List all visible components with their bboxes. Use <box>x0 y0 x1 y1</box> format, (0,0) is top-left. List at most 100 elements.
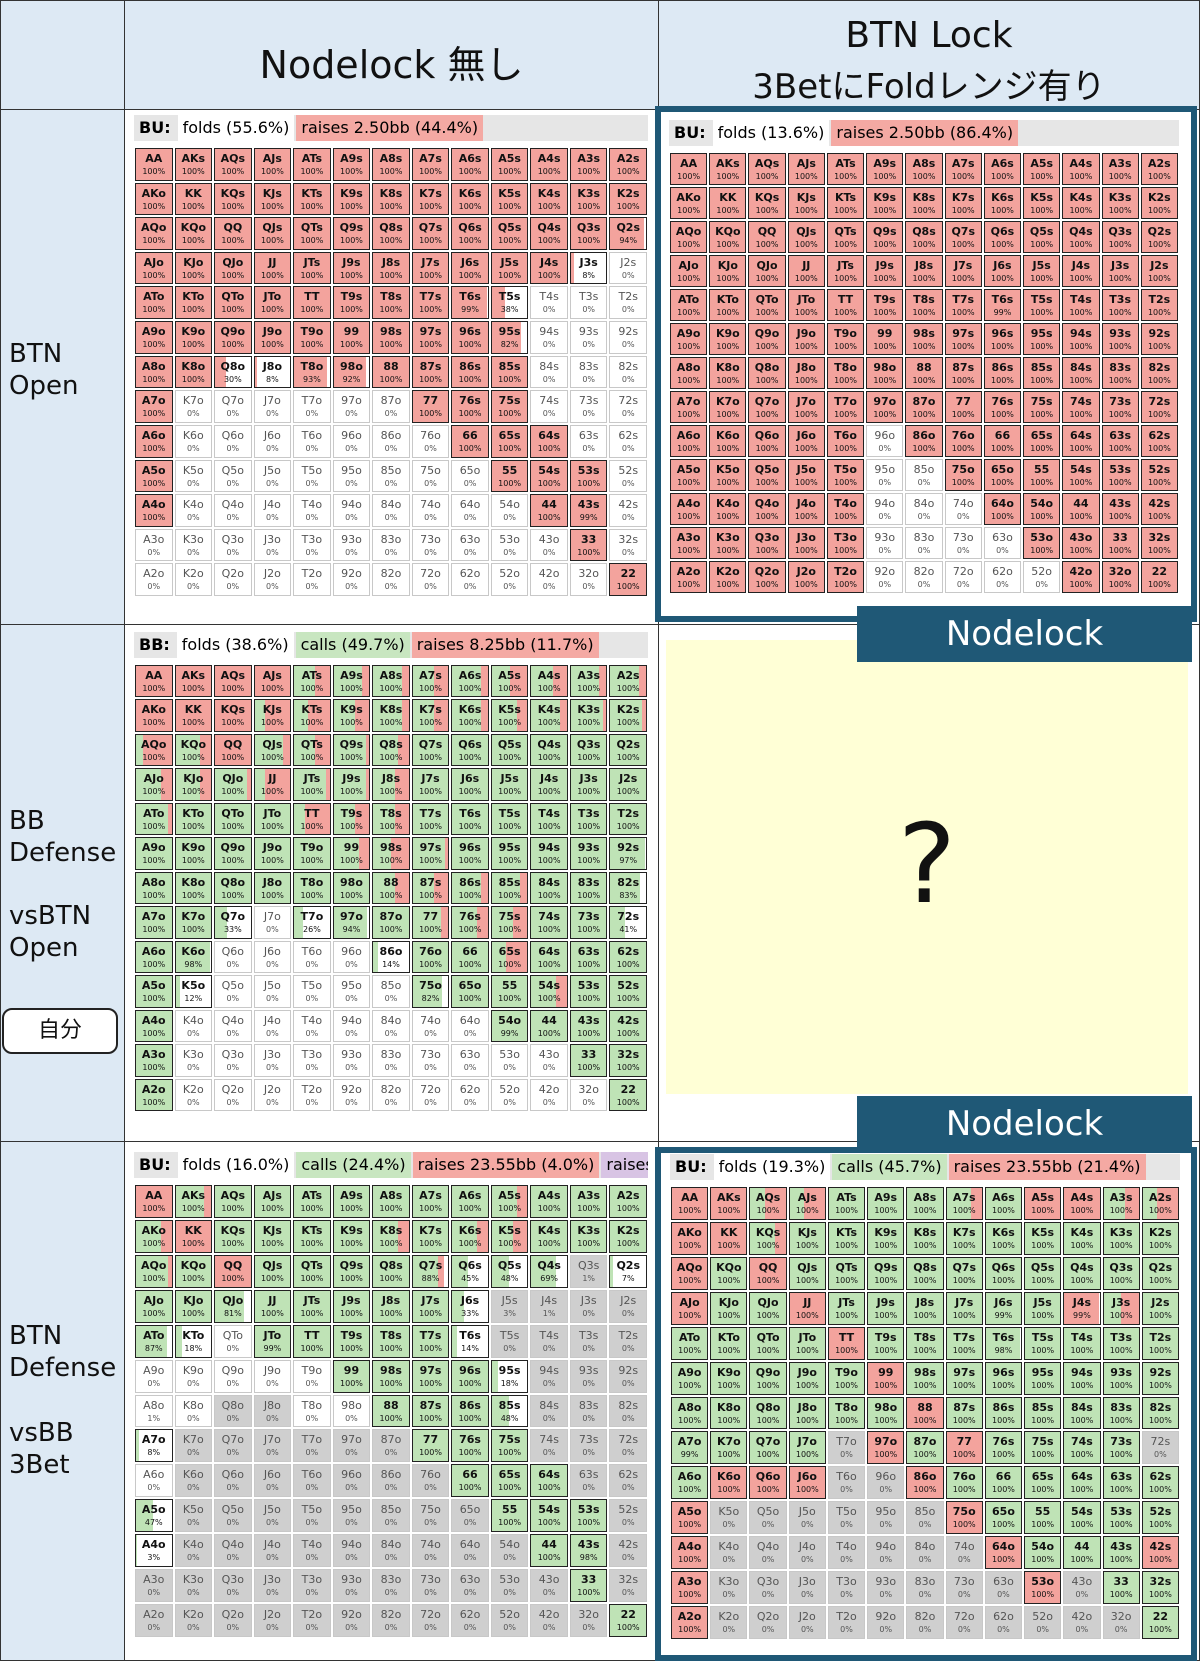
hand-percent: 0% <box>226 1588 240 1598</box>
hand-cell: J4s 100% <box>530 768 568 801</box>
hand-percent: 100% <box>1031 1450 1055 1460</box>
hand-percent: 0% <box>305 1413 319 1423</box>
hand-cell: K6s 100% <box>983 187 1022 219</box>
hand-name: 65o <box>459 463 481 477</box>
hand-percent: 0% <box>266 1413 279 1423</box>
hand-percent: 100% <box>755 308 779 317</box>
hand-percent: 0% <box>1154 1450 1167 1460</box>
hand-percent: 0% <box>384 994 398 1004</box>
hand-name: 22 <box>620 1082 636 1096</box>
hand-name: 98s <box>380 325 402 339</box>
hand-percent: 100% <box>260 201 284 211</box>
hand-name: 93o <box>341 532 362 546</box>
hand-cell: 72o 0% <box>411 1604 450 1637</box>
hand-cell: K5o 0% <box>174 459 213 493</box>
hand-percent: 0% <box>621 1588 635 1598</box>
hand-percent: 100% <box>142 374 166 384</box>
hand-cell: QJs 100% <box>787 221 825 253</box>
hand-percent: 0% <box>542 340 556 350</box>
hand-percent: 0% <box>621 513 635 523</box>
hand-cell: T3s 100% <box>1102 1326 1140 1360</box>
hand-cell: 54s 100% <box>1062 459 1100 491</box>
hand-percent: 100% <box>260 856 284 866</box>
hand-cell: T5s 0% <box>490 1324 529 1358</box>
hand-percent: 1% <box>582 1273 596 1283</box>
hand-percent: 100% <box>1147 206 1171 215</box>
hand-percent: 100% <box>616 684 640 693</box>
self-badge: 自分 <box>2 1008 118 1054</box>
hand-name: 54s <box>538 979 561 993</box>
hand-percent: 92% <box>342 374 361 384</box>
hand-percent: 100% <box>498 1518 522 1528</box>
hand-percent: 0% <box>384 513 398 523</box>
hand-cell: K6s 100% <box>984 1221 1023 1255</box>
hand-percent: 100% <box>756 1485 780 1495</box>
hand-percent: 100% <box>1109 1590 1133 1600</box>
hand-cell: K4o 0% <box>174 1534 213 1568</box>
row-label-vsbtn-open-text: vsBTN Open <box>9 901 92 963</box>
hand-percent: 100% <box>340 270 363 280</box>
hand-name: J9s <box>875 259 894 272</box>
hand-cell: A2s 100% <box>609 665 647 698</box>
hand-cell: 94s 0% <box>530 1359 568 1393</box>
hand-cell: A7s 100% <box>944 153 982 185</box>
hand-cell: 53s 100% <box>569 1499 608 1533</box>
hand-cell: T8s 100% <box>905 289 943 321</box>
hand-cell: Q4o 0% <box>749 1536 787 1570</box>
hand-cell: 74o 0% <box>944 493 982 525</box>
hand-cell: 75s 100% <box>1024 1431 1062 1465</box>
hand-name: 86o <box>913 1470 937 1484</box>
hand-name: T7s <box>419 806 442 820</box>
hand-name: Q7s <box>418 737 443 751</box>
hand-percent: 0% <box>463 1028 477 1038</box>
hand-percent: 100% <box>340 718 363 728</box>
hand-cell: 76o 100% <box>944 425 982 457</box>
hand-name: K5o <box>718 1505 740 1519</box>
hand-cell: A7s 100% <box>411 1185 450 1218</box>
hand-percent: 100% <box>834 206 857 215</box>
hand-percent: 0% <box>621 374 635 384</box>
hand-name: 72s <box>1150 1435 1171 1449</box>
hand-name: A3s <box>577 1189 601 1202</box>
hand-percent: 100% <box>260 340 284 350</box>
hand-name: T6o <box>301 428 323 442</box>
hand-percent: 81% <box>223 1308 242 1318</box>
hand-percent: 100% <box>498 684 522 693</box>
hand-cell: 43s 99% <box>569 494 608 527</box>
hand-cell: K9o 0% <box>174 1359 213 1393</box>
hand-name: 87o <box>380 394 402 408</box>
hand-name: 87s <box>419 1398 442 1412</box>
hand-percent: 100% <box>300 1308 324 1318</box>
hand-percent: 100% <box>794 546 818 555</box>
hand-percent: 100% <box>1070 1240 1094 1250</box>
hand-cell: 52s 100% <box>609 975 647 1008</box>
hand-percent: 100% <box>913 1240 937 1250</box>
hand-name: K4o <box>182 498 204 512</box>
hand-name: QTo <box>222 1328 243 1342</box>
hand-percent: 0% <box>424 1028 437 1038</box>
hand-percent: 100% <box>678 1520 702 1530</box>
hand-name: 43s <box>577 498 600 512</box>
chart-legend: BU: folds (13.6%) raises 2.50bb (86.4%) <box>669 120 1179 146</box>
hand-name: 94s <box>1069 327 1092 340</box>
hand-name: A2o <box>676 565 701 578</box>
hand-percent: 0% <box>542 1623 556 1633</box>
hand-cell: JJ 100% <box>253 1289 292 1323</box>
hand-cell: Q4o 0% <box>214 1534 252 1568</box>
hand-cell: Q4o 100% <box>748 493 786 525</box>
hand-name: K7s <box>419 1223 442 1237</box>
hand-name: 66 <box>462 1468 478 1482</box>
hand-cell: A3o 0% <box>135 528 173 562</box>
hand-name: 86o <box>379 944 403 958</box>
hand-percent: 0% <box>582 1448 596 1458</box>
hand-percent: 100% <box>1148 1240 1172 1250</box>
hand-name: Q6o <box>755 1470 781 1484</box>
hand-name: Q9o <box>220 841 246 855</box>
hand-name: 42o <box>1069 565 1093 578</box>
hand-name: J9s <box>342 255 361 269</box>
hand-cell: A4s 100% <box>530 1185 568 1218</box>
hand-cell: 95o 0% <box>332 459 371 493</box>
hand-percent: 0% <box>582 305 596 315</box>
hand-cell: K2s 100% <box>609 1219 647 1253</box>
hand-name: 32s <box>1149 1575 1172 1589</box>
